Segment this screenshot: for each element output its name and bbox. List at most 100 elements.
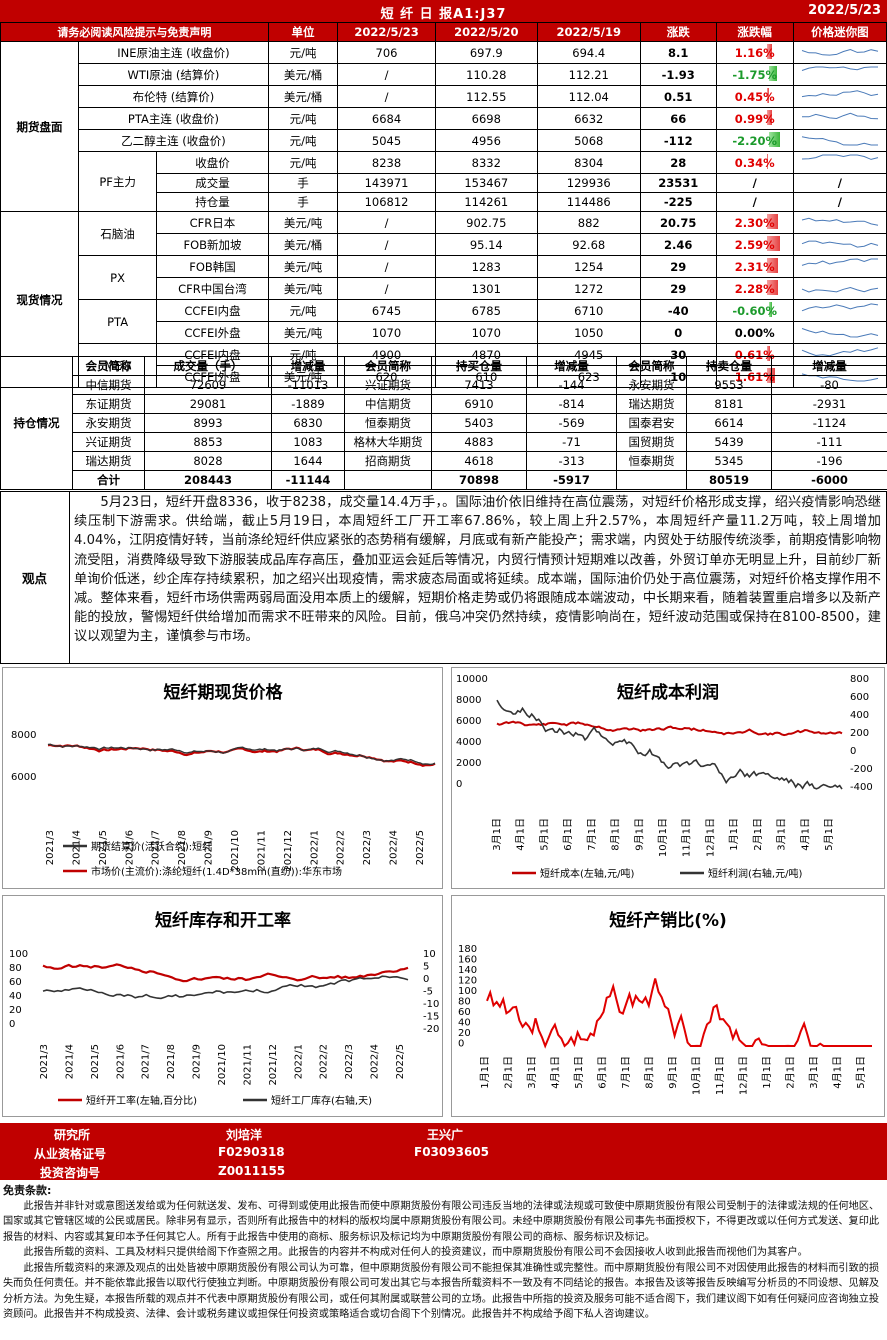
chart-sales-ratio: 短纤产销比(%) 180 160 140 120 100 80 60 40 20 0 1月1日 2月1日…: [451, 895, 885, 1117]
chart2-series-profit: [496, 699, 843, 790]
spot-row: FOB新加坡 美元/桶/95.14 92.68 2.46 2.59%: [1, 233, 887, 256]
row-unit: 手: [267, 192, 339, 212]
chart2-xtick: 4月1日: [799, 818, 811, 851]
row-unit: 美元/吨: [267, 211, 339, 234]
row-mini: /: [792, 192, 887, 212]
row-mini: [792, 321, 887, 344]
chart4-title: 短纤产销比(%): [609, 910, 727, 931]
chart3-xtick: 2021/9: [192, 1044, 203, 1079]
row-v2: 697.9: [434, 41, 538, 64]
chart3-series-rate: [42, 963, 409, 983]
row-v3: 1254: [536, 255, 641, 278]
pct-value: 0.99%: [734, 111, 775, 126]
position-cell: 永安期货: [72, 413, 145, 433]
position-total-cell: 70898: [431, 470, 527, 490]
row-pct: -1.75%: [715, 63, 794, 86]
chart3-yright: 10: [423, 949, 436, 960]
row-unit: 美元/吨: [267, 321, 339, 344]
row-v1: /: [337, 277, 436, 300]
chart4-xtick: 4月1日: [832, 1056, 844, 1089]
position-cell: 格林大华期货: [344, 432, 432, 452]
chart3-xtick: 2022/4: [370, 1044, 381, 1079]
row-v1: /: [337, 211, 436, 234]
chart4-xtick: 1月1日: [761, 1056, 773, 1089]
disclaimer-title: 免责条款:: [3, 1184, 52, 1197]
chart2-yleft: 2000: [456, 758, 481, 769]
chart2-xtick: 11月1日: [681, 818, 693, 857]
row-v3: 1272: [536, 277, 641, 300]
pct-bar: [766, 88, 769, 103]
chart4-yleft: 0: [458, 1039, 464, 1050]
position-cell: 5345: [686, 451, 772, 471]
row-unit: 手: [267, 173, 339, 193]
position-col-header: 会员简称: [344, 356, 432, 376]
position-total-cell: [616, 470, 687, 490]
chart4-xtick: 8月1日: [644, 1056, 656, 1089]
chart3-legend2: 短纤工厂库存(右轴,天): [271, 1094, 372, 1107]
chart2-xtick: 3月1日: [776, 818, 788, 851]
row-pct: 2.59%: [715, 233, 794, 256]
report-title: 短 纤 日 报A1:J37: [380, 7, 507, 22]
row-v1: 6745: [337, 299, 436, 322]
sparkline-icon: [801, 136, 878, 146]
disclaimer-p2: 此报告所载的资料、工具及材料只提供给阁下作查照之用。此报告的内容并不构成对任何人…: [23, 1247, 808, 1258]
row-v1: 1070: [337, 321, 436, 344]
chart3-yleft: 60: [9, 977, 22, 988]
chart4-xtick: 9月1日: [667, 1056, 679, 1089]
futures-row: 期货盘面 INE原油主连 (收盘价) 元/吨 706 697.9 694.4 8.1 1.16…: [0, 41, 887, 212]
row-v3: 694.4: [536, 41, 641, 64]
row-unit: 美元/吨: [267, 277, 339, 300]
chart1-xtick: 2021/3: [45, 830, 56, 865]
row-mini: [792, 63, 887, 86]
row-v3: 1050: [536, 321, 641, 344]
row-v2: 6698: [434, 107, 538, 130]
position-cell: 招商期货: [344, 451, 432, 471]
position-cell: -80: [771, 375, 887, 395]
row-name: CFR中国台湾: [156, 277, 269, 300]
chart2-yleft: 6000: [456, 716, 481, 727]
chart2-yleft: 4000: [456, 737, 481, 748]
row-name: FOB新加坡: [156, 233, 269, 256]
chart-inventory-rate: 短纤库存和开工率 100 80 60 40 20 0 10 5 0 -5 -10 -15 -20 2021/…: [2, 895, 443, 1117]
position-col-header: 增减量: [771, 356, 887, 376]
position-cell: -814: [526, 394, 617, 414]
row-v2: 1283: [434, 255, 538, 278]
disclaimer-p1: 此报告并非针对或意图送发给或为任何就送发、发布、可得到或使用此报告而使中原期货股…: [3, 1200, 880, 1243]
sparkline-icon: [801, 328, 878, 338]
analyst-row2-b: F03093605: [414, 1145, 489, 1159]
pct-bar: [768, 66, 778, 81]
col-unit: 单位: [267, 22, 339, 42]
row-name: 持仓量: [156, 192, 269, 212]
row-mini: [792, 107, 887, 130]
row-v2: 1301: [434, 277, 538, 300]
position-cell: 国贸期货: [616, 432, 687, 452]
chart4-yleft: 40: [458, 1018, 471, 1029]
disclaimer-link[interactable]: 请务必阅读风险提示与免责声明: [0, 22, 269, 42]
analyst-row2-label: 从业资格证号: [34, 1147, 107, 1161]
pct-bar: [768, 132, 780, 147]
col-change-pct: 涨跌幅: [715, 22, 794, 42]
pct-value: -1.75%: [732, 67, 777, 82]
position-cell: 东证期货: [72, 394, 145, 414]
position-cell: 72609: [144, 375, 272, 395]
row-v3: 112.04: [536, 85, 641, 108]
position-cell: -144: [526, 375, 617, 395]
row-change: 28: [639, 151, 717, 174]
position-total-cell: -5917: [526, 470, 617, 490]
chart3-xtick: 2022/3: [344, 1044, 355, 1079]
row-unit: 元/吨: [267, 299, 339, 322]
row-v3: 5068: [536, 129, 641, 152]
row-v2: 4956: [434, 129, 538, 152]
pct-value: 1.16%: [734, 45, 775, 60]
chart1-xtick: 2022/4: [389, 830, 400, 865]
row-unit: 元/吨: [267, 41, 339, 64]
chart1-xtick: 2022/1: [309, 830, 320, 865]
position-cell: -313: [526, 451, 617, 471]
position-total-cell: -11144: [271, 470, 345, 490]
chart4-yleft: 180: [458, 944, 477, 955]
sparkline-icon: [801, 240, 878, 248]
position-total-cell: 208443: [144, 470, 272, 490]
position-cell: 兴证期货: [72, 432, 145, 452]
row-name: 收盘价: [156, 151, 269, 174]
